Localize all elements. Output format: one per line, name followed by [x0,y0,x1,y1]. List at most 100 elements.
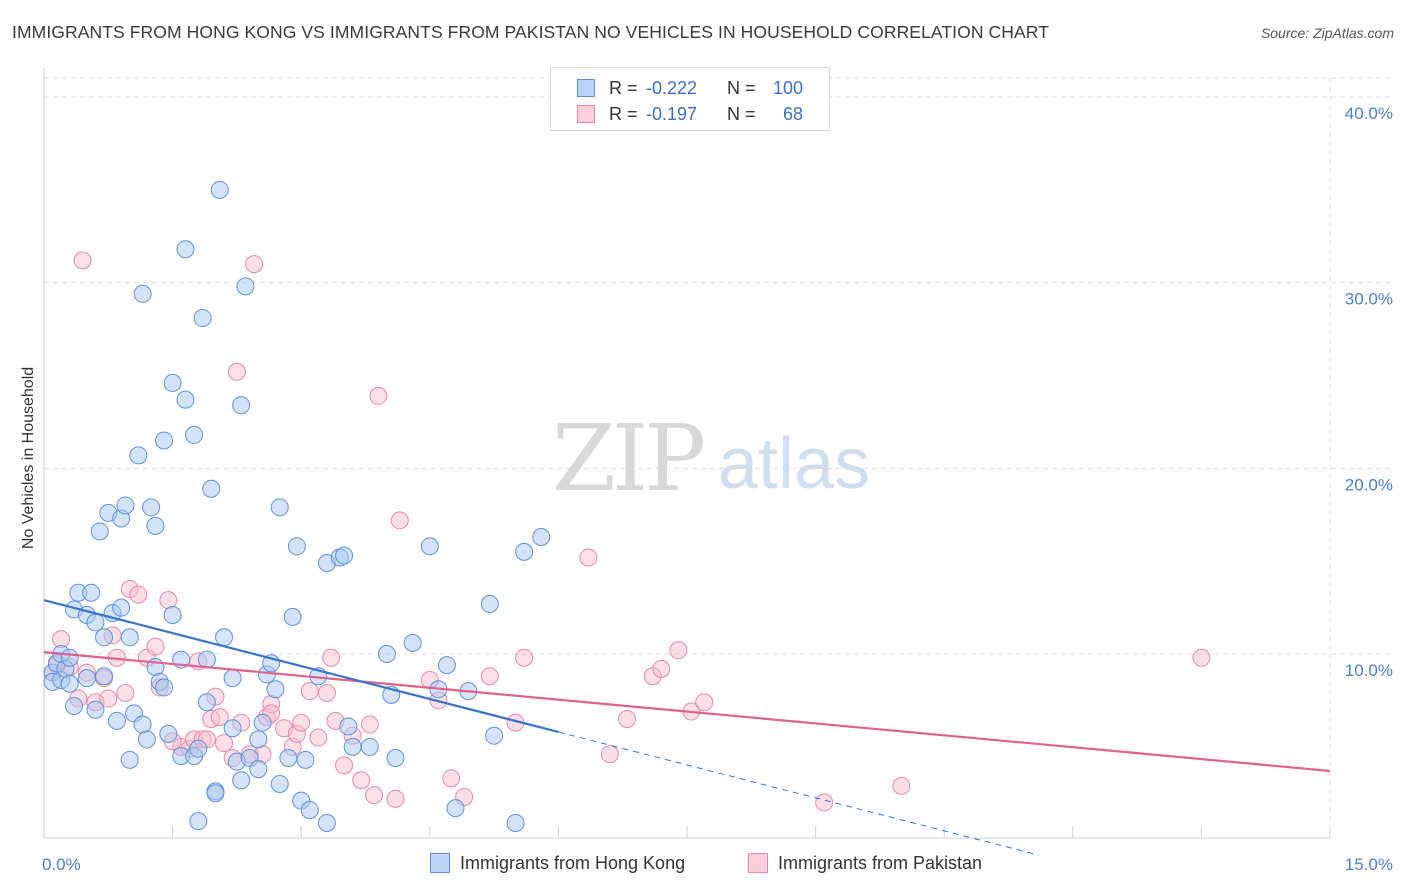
tick-labels: 10.0% 20.0% 30.0% 40.0% 0.0% 15.0% [42,104,1393,874]
data-point-pk [210,708,229,727]
data-point-hk [266,680,285,699]
data-point-hk [90,522,109,541]
data-point-pk [442,769,461,788]
data-point-hk [335,546,354,565]
data-point-hk [193,308,212,327]
source-credit: Source: ZipAtlas.com [1260,25,1394,41]
data-point-hk [112,598,131,617]
data-point-hk [107,711,126,730]
data-point-hk [185,425,204,444]
legend-swatch-pakistan [577,105,595,123]
data-point-hk [287,537,306,556]
data-point-hk [283,607,302,626]
data-point-hk [236,277,255,296]
data-point-pk [815,793,834,812]
data-point-pk [317,683,336,702]
data-point-hk [60,674,79,693]
data-point-pk [515,648,534,667]
legend-n-label: N = [727,78,756,98]
data-point-hk [206,784,225,803]
data-point-pk [365,786,384,805]
data-point-pk [292,713,311,732]
data-point-pk [669,641,688,660]
data-point-hk [386,748,405,767]
data-point-hk [249,730,268,749]
trend-line-pakistan [43,651,1331,773]
data-point-hk [202,479,221,498]
data-point-hk [133,715,152,734]
data-point-hk [232,396,251,415]
data-point-hk [339,717,358,736]
data-point-hk [189,739,208,758]
data-point-hk [515,542,534,561]
legend-r-value: -0.222 [646,78,698,98]
data-point-pk [617,709,636,728]
data-point-hk [163,373,182,392]
legend-n-label: N = [727,104,756,124]
data-point-hk [279,748,298,767]
data-point-hk [137,730,156,749]
data-point-pk [159,591,178,610]
grid-lines [44,77,1394,838]
data-point-hk [223,719,242,738]
data-point-hk [420,537,439,556]
data-point-hk [86,613,105,632]
data-point-hk [215,628,234,647]
series-pakistan [43,251,1211,812]
y-tick-label: 30.0% [1345,290,1393,309]
bottom-legend-swatch-hong-kong [430,853,450,873]
data-point-hk [480,594,499,613]
data-point-hk [176,240,195,259]
bottom-legend-label: Immigrants from Hong Kong [460,853,686,873]
legend-r-label: R = [609,78,638,98]
data-point-hk [403,633,422,652]
data-point-hk [343,737,362,756]
data-point-pk [480,667,499,686]
data-point-hk [159,724,178,743]
data-point-hk [163,606,182,625]
data-point-pk [129,585,148,604]
data-point-hk [210,180,229,199]
data-point-hk [146,516,165,535]
data-point-hk [65,696,84,715]
data-point-hk [142,498,161,517]
data-point-pk [695,693,714,712]
watermark: ZIP atlas [552,405,870,512]
data-point-hk [437,656,456,675]
data-point-hk [377,645,396,663]
data-point-pk [309,728,328,747]
data-point-hk [82,583,101,602]
data-point-hk [133,284,152,303]
trend-line-hong-kong [43,599,559,734]
data-point-pk [116,683,135,702]
data-point-hk [317,813,336,832]
data-point-pk [215,734,234,753]
data-point-hk [232,771,251,790]
x-tick-label: 15.0% [1345,855,1393,874]
data-point-pk [245,255,264,274]
legend-swatch-hong-kong [577,79,595,97]
correlation-legend: R = -0.222 N = 100 R = -0.197 N = 68 [550,67,830,131]
axes [43,68,1331,839]
data-point-pk [352,771,371,790]
data-point-hk [300,800,319,819]
data-point-hk [95,667,114,686]
y-tick-label: 20.0% [1345,475,1393,494]
y-tick-label: 10.0% [1345,661,1393,680]
data-point-hk [485,726,504,745]
data-point-hk [189,812,208,831]
bottom-legend-swatch-pakistan [748,853,768,873]
data-point-pk [652,659,671,678]
data-point-hk [129,446,148,465]
trend-line-hong-kong-extension [558,731,1039,856]
data-point-hk [506,813,525,832]
data-point-hk [95,628,114,647]
data-point-hk [120,628,139,647]
data-point-pk [386,789,405,808]
data-point-hk [176,390,195,409]
y-tick-label: 40.0% [1345,104,1393,123]
legend-row-hong-kong: R = -0.222 N = 100 [551,76,829,102]
data-point-hk [360,737,379,756]
trend-lines [43,599,1331,856]
